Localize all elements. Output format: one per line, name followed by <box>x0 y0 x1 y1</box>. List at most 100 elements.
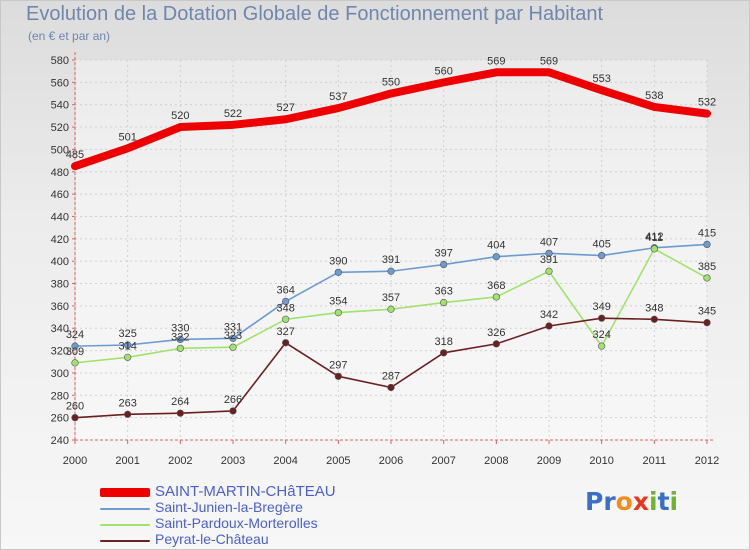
data-point <box>229 343 237 351</box>
chart-title: Evolution de la Dotation Globale de Fonc… <box>26 3 604 25</box>
data-label: 322 <box>171 331 189 343</box>
logo-letter: t <box>657 487 670 516</box>
x-tick-label: 2004 <box>273 455 297 467</box>
data-label: 537 <box>329 91 347 103</box>
y-tick-label: 360 <box>51 301 69 313</box>
x-tick-label: 2000 <box>63 455 87 467</box>
data-label: 485 <box>66 149 84 161</box>
logo-letter: x <box>632 487 649 516</box>
data-label: 411 <box>646 232 664 244</box>
data-label: 263 <box>118 397 136 409</box>
x-tick-label: 2007 <box>431 455 455 467</box>
data-point <box>703 319 711 327</box>
data-point <box>229 334 237 342</box>
legend-swatch <box>100 488 150 497</box>
chart-subtitle: (en € et par an) <box>28 29 111 43</box>
data-label: 538 <box>645 90 663 102</box>
x-tick-label: 2008 <box>484 455 508 467</box>
data-point <box>440 260 448 269</box>
data-label: 260 <box>66 401 84 413</box>
logo-letter: i <box>669 487 679 516</box>
y-tick-label: 480 <box>51 167 69 179</box>
data-label: 522 <box>224 108 242 120</box>
data-label: 407 <box>540 236 558 248</box>
data-label: 527 <box>276 102 294 114</box>
data-point <box>598 314 606 322</box>
data-label: 569 <box>487 55 505 67</box>
data-label: 532 <box>698 97 716 109</box>
data-label: 348 <box>645 302 663 314</box>
data-label: 385 <box>698 261 716 273</box>
y-tick-label: 580 <box>51 55 69 67</box>
series-line <box>71 68 711 171</box>
y-tick-label: 520 <box>51 122 69 134</box>
data-point <box>71 342 79 350</box>
data-label: 324 <box>66 329 84 341</box>
data-point <box>492 293 500 301</box>
logo-letter: P <box>585 487 604 516</box>
data-label: 342 <box>540 309 558 321</box>
y-tick-label: 380 <box>51 279 69 291</box>
logo-letter: o <box>615 487 633 516</box>
data-point <box>334 308 342 317</box>
data-label: 326 <box>487 327 505 339</box>
data-point <box>176 335 184 344</box>
proxiti-logo: Proxiti <box>585 487 678 516</box>
data-point <box>282 297 290 306</box>
data-label: 391 <box>382 254 400 266</box>
x-tick-label: 2001 <box>115 455 139 467</box>
data-label: 331 <box>224 321 242 333</box>
data-point <box>387 383 395 392</box>
data-label: 318 <box>434 336 452 348</box>
y-tick-label: 500 <box>51 144 69 156</box>
data-label: 569 <box>540 55 558 67</box>
data-label: 368 <box>487 280 505 292</box>
y-tick-label: 440 <box>51 211 69 223</box>
legend-label: Saint-Pardoux-Morterolles <box>155 515 318 531</box>
y-tick-label: 400 <box>51 256 69 268</box>
legend-swatch <box>100 540 150 542</box>
data-label: 266 <box>224 394 242 406</box>
x-tick-label: 2010 <box>589 455 613 467</box>
x-tick-label: 2003 <box>221 455 245 467</box>
data-label: 560 <box>434 65 452 77</box>
x-tick-label: 2011 <box>643 455 667 467</box>
x-tick-label: 2005 <box>326 455 350 467</box>
y-tick-label: 340 <box>51 323 69 335</box>
y-tick-label: 280 <box>51 390 69 402</box>
x-tick-label: 2012 <box>695 455 719 467</box>
data-label: 287 <box>382 370 400 382</box>
data-label: 330 <box>171 322 189 334</box>
data-label: 405 <box>592 239 610 251</box>
data-point <box>598 342 606 350</box>
x-tick-label: 2002 <box>168 455 192 467</box>
data-point <box>282 315 290 323</box>
data-point <box>545 267 553 275</box>
data-point <box>387 267 395 275</box>
y-tick-label: 460 <box>51 189 69 201</box>
legend-swatch <box>100 524 150 526</box>
data-point <box>492 253 500 261</box>
y-tick-label: 420 <box>51 234 69 246</box>
data-label: 520 <box>171 110 189 122</box>
legend-label: Peyrat-le-Château <box>155 531 269 547</box>
x-tick-label: 2006 <box>379 455 403 467</box>
data-point <box>282 339 290 347</box>
data-label: 550 <box>382 77 400 89</box>
data-point <box>545 249 553 257</box>
data-point <box>492 340 500 348</box>
legend-label: SAINT-MARTIN-CHâTEAU <box>155 483 336 500</box>
y-tick-label: 300 <box>51 368 69 380</box>
data-point <box>124 410 132 418</box>
y-tick-label: 260 <box>51 413 69 425</box>
logo-letter: r <box>603 487 616 516</box>
data-label: 314 <box>118 340 136 352</box>
data-label: 412 <box>645 231 663 243</box>
data-point <box>71 359 79 367</box>
data-label: 553 <box>592 73 610 85</box>
data-point <box>703 274 711 282</box>
line-chart: 2402602803003203403603804004204404604805… <box>51 52 719 467</box>
data-label: 390 <box>329 255 347 267</box>
data-point <box>71 414 79 422</box>
